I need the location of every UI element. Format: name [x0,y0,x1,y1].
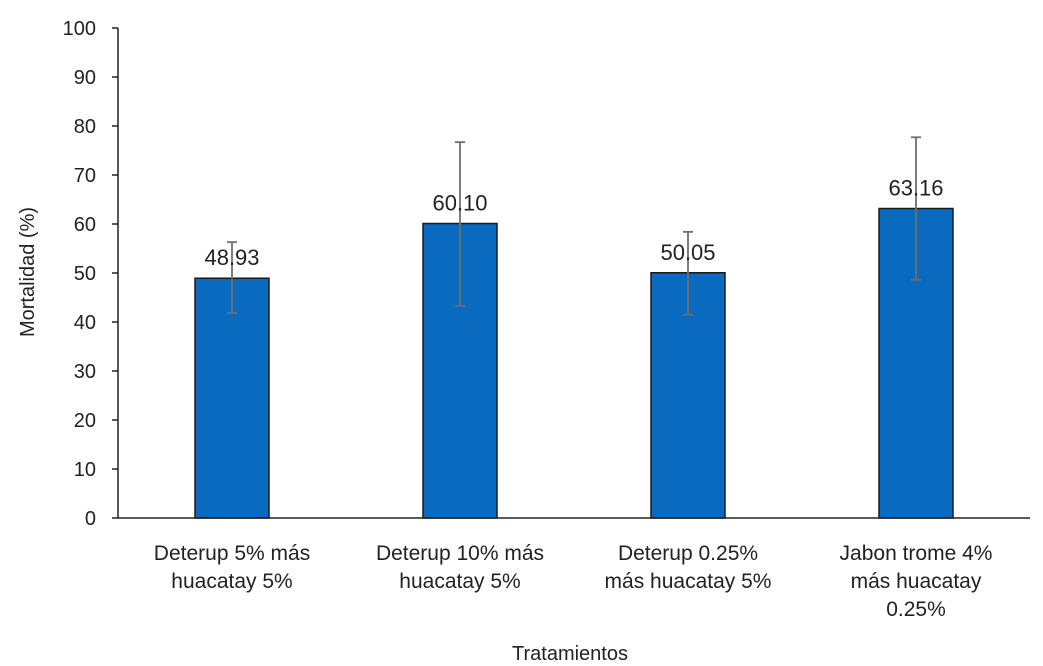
x-tick-label-line: 0.25% [886,598,946,621]
x-axis-title: Tratamientos [512,643,628,665]
data-label: 50.05 [660,240,715,265]
x-tick-label-line: más huacatay [851,570,982,593]
y-tick-label: 10 [74,459,96,481]
x-tick-label: Jabon trome 4% más huacatay 0.25% [840,542,993,621]
x-tick-label: Deterup 0.25% más huacatay 5% [605,542,772,593]
y-tick-label: 40 [74,312,96,334]
x-tick-label-line: huacatay 5% [171,570,292,593]
bars-group [194,207,954,519]
x-tick-label: Deterup 10% más huacatay 5% [376,542,544,593]
y-tick-label: 100 [63,18,96,40]
data-label: 63.16 [888,176,943,201]
y-tick-label: 80 [74,116,96,138]
y-axis-title: Mortalidad (%) [17,207,39,337]
data-label: 48.93 [204,245,259,270]
y-tick-label: 90 [74,67,96,89]
y-tick-label: 70 [74,165,96,187]
x-tick-label: Deterup 5% más huacatay 5% [154,542,310,593]
x-axis-category-labels: Deterup 5% más huacatay 5%Deterup 10% más… [154,542,993,621]
x-tick-label-line: huacatay 5% [399,570,520,593]
bar [194,277,270,519]
x-tick-label-line: Deterup 5% más [154,542,310,565]
y-tick-label: 50 [74,263,96,285]
x-tick-label-line: Deterup 10% más [376,542,544,565]
y-tick-label: 30 [74,361,96,383]
y-axis-ticks: 0 10 20 30 40 50 60 70 80 90 100 [63,18,118,530]
data-label: 60.10 [432,191,487,216]
x-tick-label-line: Jabon trome 4% [840,542,993,565]
y-tick-label: 0 [85,508,96,530]
x-tick-label-line: más huacatay 5% [605,570,772,593]
data-labels-group: 48.93 60.10 50.05 63.16 [204,176,943,271]
error-bars-group [227,136,921,316]
y-tick-label: 20 [74,410,96,432]
y-tick-label: 60 [74,214,96,236]
x-tick-label-line: Deterup 0.25% [618,542,758,565]
